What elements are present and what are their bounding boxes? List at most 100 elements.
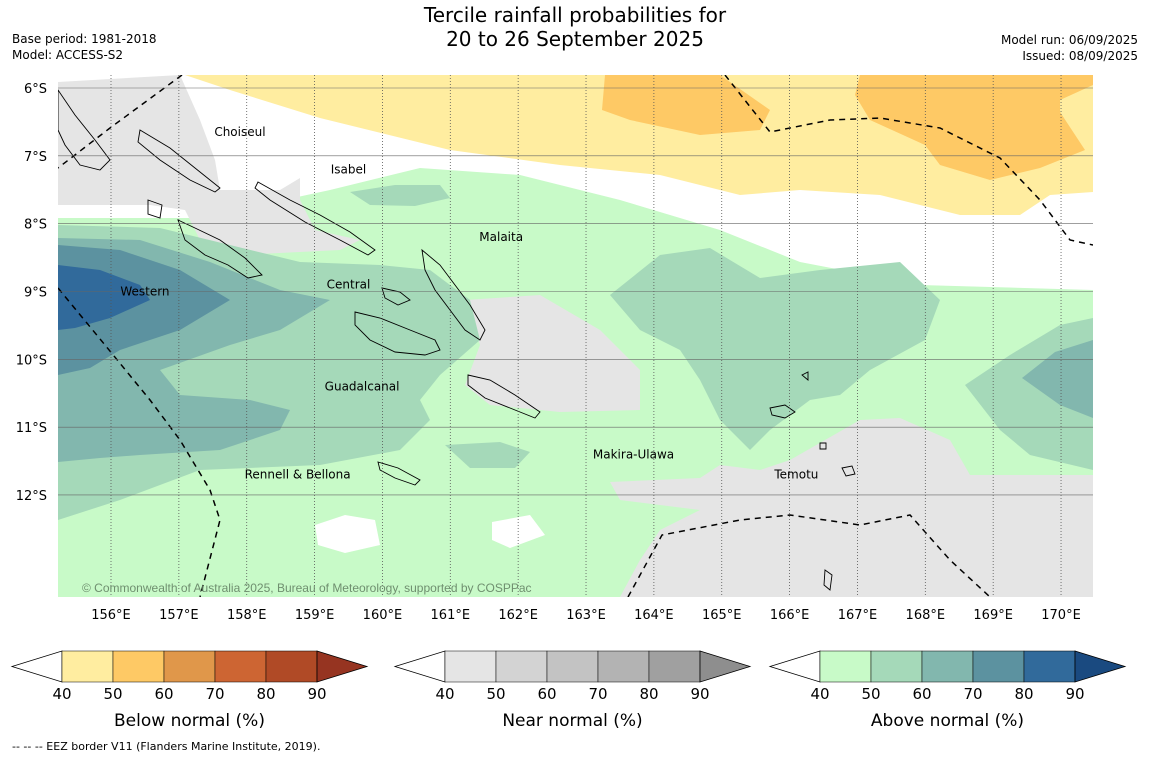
legend-tick-label: 80 bbox=[256, 685, 275, 703]
bougainville-outline bbox=[58, 89, 111, 171]
eez-border-north-west bbox=[58, 75, 183, 169]
near-normal-region-southeast bbox=[610, 418, 1093, 597]
legend-lower-arrow bbox=[393, 650, 446, 683]
lon-tick-label: 165°E bbox=[702, 608, 742, 623]
new-georgia-outline bbox=[177, 219, 263, 279]
makira-outline bbox=[467, 374, 541, 419]
province-label: Choiseul bbox=[214, 125, 265, 139]
above-normal-50-60-region-north bbox=[350, 185, 450, 206]
eez-borders bbox=[58, 75, 1093, 597]
isabel-outline bbox=[254, 181, 376, 256]
lon-tick-label: 158°E bbox=[227, 608, 267, 623]
legend-tick-label: 50 bbox=[861, 685, 880, 703]
legends: 40 50 60 70 80 90 Below normal (%) 40 50 60 70 80 90… bbox=[10, 650, 1127, 731]
legend-tick-label: 80 bbox=[1014, 685, 1033, 703]
above-normal-50-60-region-south bbox=[445, 442, 530, 468]
legend-color-swatch bbox=[112, 650, 165, 683]
legend-upper-arrow bbox=[316, 650, 369, 683]
latitude-tick-labels: 6°S 7°S 8°S 9°S 10°S 11°S 12°S bbox=[16, 82, 47, 504]
above-normal-80-90-region bbox=[58, 265, 150, 330]
below-normal-50-60-region-east bbox=[855, 75, 1093, 180]
legend-color-swatch bbox=[1023, 650, 1076, 683]
lon-tick-label: 162°E bbox=[498, 608, 538, 623]
province-label: Temotu bbox=[773, 468, 818, 482]
eez-border-north-east bbox=[724, 75, 1093, 246]
legend-color-swatch bbox=[597, 650, 650, 683]
province-label: Malaita bbox=[479, 230, 523, 244]
meta-left: Base period: 1981-2018 Model: ACCESS-S2 bbox=[12, 31, 157, 63]
legend-upper-arrow bbox=[699, 650, 752, 683]
legend-color-swatch bbox=[495, 650, 548, 683]
malaita-outline bbox=[421, 248, 486, 341]
base-period-text: Base period: 1981-2018 bbox=[12, 32, 157, 46]
lat-tick-label: 10°S bbox=[16, 353, 47, 368]
province-label: Isabel bbox=[331, 162, 366, 176]
legend-tick-label: 40 bbox=[810, 685, 829, 703]
map-title: Tercile rainfall probabilities for 20 to… bbox=[0, 3, 1150, 51]
legend-title: Above normal (%) bbox=[871, 711, 1024, 731]
province-label: Central bbox=[327, 278, 371, 292]
lat-tick-label: 7°S bbox=[24, 150, 47, 165]
lat-tick-label: 6°S bbox=[24, 82, 47, 97]
lat-tick-label: 11°S bbox=[16, 421, 47, 436]
lon-tick-label: 159°E bbox=[295, 608, 335, 623]
lon-tick-label: 157°E bbox=[159, 608, 199, 623]
vanikoro-outline bbox=[841, 465, 856, 477]
white-region-south bbox=[315, 515, 380, 553]
lon-tick-label: 166°E bbox=[770, 608, 810, 623]
legend-tick-label: 50 bbox=[486, 685, 505, 703]
rennell-outline bbox=[377, 461, 421, 486]
near-normal-region-north bbox=[58, 75, 360, 255]
legend-color-swatch bbox=[61, 650, 114, 683]
legend-tick-label: 60 bbox=[154, 685, 173, 703]
legend-color-swatch bbox=[214, 650, 267, 683]
choiseul-outline bbox=[137, 129, 221, 193]
legend-color-swatch bbox=[265, 650, 318, 683]
legend-colorbar: 40 50 60 70 80 90 Below normal (%) bbox=[10, 650, 369, 731]
guadalcanal-outline bbox=[354, 311, 441, 356]
below-normal-50-60-region-center bbox=[602, 75, 770, 135]
lat-tick-label: 9°S bbox=[24, 285, 47, 300]
nendo-outline bbox=[769, 404, 796, 419]
lon-tick-label: 168°E bbox=[906, 608, 946, 623]
legend-upper-arrow bbox=[1074, 650, 1127, 683]
model-run-text: Model run: 06/09/2025 bbox=[1000, 33, 1138, 47]
legend-tick-label: 60 bbox=[537, 685, 556, 703]
longitude-tick-labels: 156°E 157°E 158°E 159°E 160°E 161°E 162°E 163°E… bbox=[91, 608, 1081, 623]
legend-color-swatch bbox=[921, 650, 974, 683]
legend-tick-label: 60 bbox=[912, 685, 931, 703]
legend-tick-label: 70 bbox=[588, 685, 607, 703]
tikopia-outline bbox=[819, 442, 827, 450]
legend-tick-label: 40 bbox=[52, 685, 71, 703]
lat-tick-label: 8°S bbox=[24, 218, 47, 233]
island-outlines bbox=[58, 89, 856, 591]
issued-text: Issued: 08/09/2025 bbox=[1022, 49, 1138, 63]
title-line-2: 20 to 26 September 2025 bbox=[446, 27, 704, 51]
legend-color-swatch bbox=[163, 650, 216, 683]
lon-tick-label: 164°E bbox=[634, 608, 674, 623]
legend-tick-label: 40 bbox=[435, 685, 454, 703]
legend-tick-label: 70 bbox=[205, 685, 224, 703]
province-labels: Choiseul Isabel Malaita Western Central Guada… bbox=[120, 125, 818, 482]
reef-islands-outline bbox=[801, 371, 809, 381]
eez-footnote: -- -- -- EEZ border V11 (Flanders Marine… bbox=[12, 740, 321, 753]
meta-right: Model run: 06/09/2025 Issued: 08/09/2025 bbox=[1001, 32, 1138, 64]
lon-tick-label: 160°E bbox=[363, 608, 403, 623]
lon-tick-label: 170°E bbox=[1041, 608, 1081, 623]
legend-color-swatch bbox=[444, 650, 497, 683]
gridlines bbox=[58, 75, 1093, 597]
lon-tick-label: 156°E bbox=[91, 608, 131, 623]
legend-tick-label: 90 bbox=[690, 685, 709, 703]
probability-field bbox=[58, 75, 1093, 597]
legend-lower-arrow bbox=[768, 650, 821, 683]
legend-tick-label: 50 bbox=[103, 685, 122, 703]
legend-tick-label: 80 bbox=[639, 685, 658, 703]
lon-tick-label: 163°E bbox=[566, 608, 606, 623]
lon-tick-label: 169°E bbox=[973, 608, 1013, 623]
legend-color-swatch bbox=[546, 650, 599, 683]
legend-title: Below normal (%) bbox=[114, 711, 265, 731]
legend-lower-arrow bbox=[10, 650, 63, 683]
near-normal-region-guadalcanal bbox=[465, 295, 640, 412]
legend-color-swatch bbox=[972, 650, 1025, 683]
lon-tick-label: 161°E bbox=[431, 608, 471, 623]
